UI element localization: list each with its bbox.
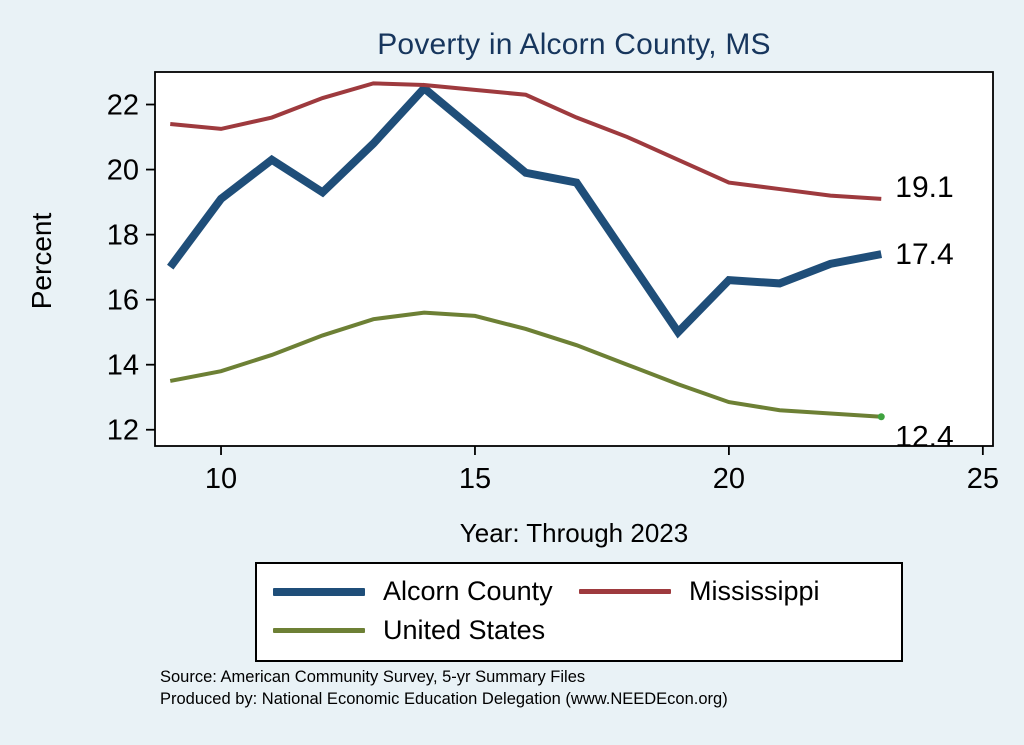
- legend-swatch-mississippi: [579, 589, 671, 594]
- end-label-alcorn-county: 17.4: [895, 238, 953, 271]
- legend-label-mississippi: Mississippi: [689, 576, 820, 606]
- y-tick-label: 18: [107, 220, 139, 252]
- chart-title: Poverty in Alcorn County, MS: [377, 28, 771, 61]
- y-tick-label: 22: [107, 90, 139, 122]
- line-mississippi: [170, 81, 882, 201]
- footer-source-line: Source: American Community Survey, 5-yr …: [160, 668, 586, 686]
- line-united-states: [169, 310, 882, 419]
- line-alcorn-county: [167, 82, 883, 339]
- legend: Alcorn County Mississippi United States: [255, 562, 903, 662]
- end-label-united-states: 12.4: [895, 421, 953, 454]
- poverty-line-chart: 12 14 16 18 20 22 10 15 20 25 17.4 19.1 12.4: [107, 71, 999, 495]
- x-tick-label: 15: [459, 463, 491, 495]
- end-label-mississippi: 19.1: [895, 171, 953, 204]
- x-tick-label: 20: [713, 463, 745, 495]
- legend-label-united-states: United States: [383, 615, 546, 645]
- legend-item-united-states: United States: [273, 615, 579, 646]
- x-axis-label: Year: Through 2023: [459, 518, 689, 548]
- footer: Source: American Community Survey, 5-yr …: [160, 667, 728, 711]
- end-marker-united-states: [877, 413, 885, 421]
- footer-produced-line: Produced by: National Economic Education…: [160, 689, 728, 708]
- y-tick-label: 14: [107, 350, 139, 382]
- y-tick-label: 12: [107, 415, 139, 447]
- legend-item-alcorn-county: Alcorn County: [273, 576, 579, 607]
- x-tick-label: 10: [205, 463, 237, 495]
- legend-swatch-alcorn-county: [273, 587, 365, 596]
- legend-label-alcorn-county: Alcorn County: [383, 576, 553, 606]
- legend-item-mississippi: Mississippi: [579, 576, 885, 607]
- y-tick-label: 16: [107, 285, 139, 317]
- y-tick-label: 20: [107, 155, 139, 187]
- legend-swatch-united-states: [273, 628, 365, 633]
- x-tick-label: 25: [967, 463, 999, 495]
